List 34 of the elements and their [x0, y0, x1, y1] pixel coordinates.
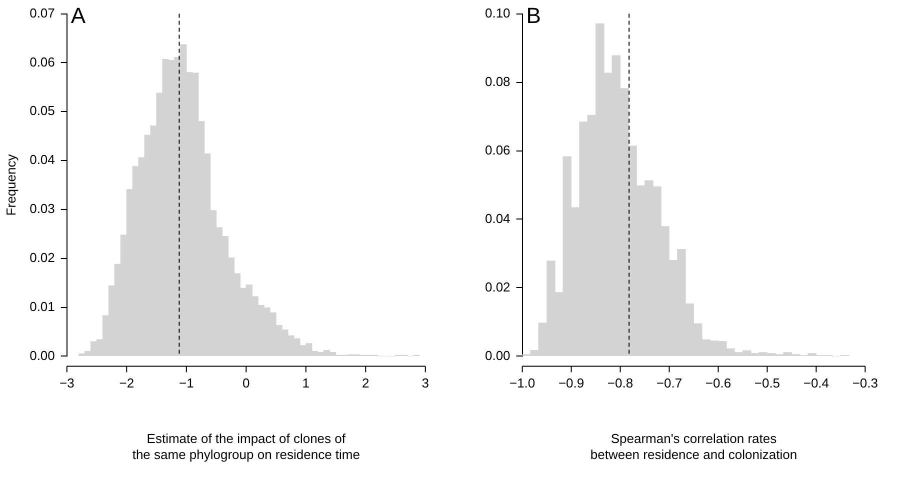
x-tick-label: −0.7: [656, 376, 682, 391]
chart-title: A: [70, 2, 86, 28]
x-tick-label: −1: [178, 376, 194, 391]
y-tick-label: 0.06: [484, 142, 510, 158]
x-tick-label: −0.5: [754, 376, 780, 391]
y-tick-label: 0.04: [484, 210, 510, 226]
x-tick-label: 2: [362, 376, 370, 391]
y-axis-title: Frequency: [3, 154, 18, 216]
y-tick-label: 0.00: [30, 348, 55, 363]
x-tick-label: −0.6: [705, 376, 732, 391]
y-tick-label: 0.07: [30, 5, 55, 20]
x-tick-label: −3: [59, 376, 74, 391]
x-tick-label: −0.4: [803, 376, 830, 391]
y-tick-label: 0.06: [30, 54, 55, 70]
y-tick-label: 0.00: [484, 348, 510, 363]
x-tick-label: −1.0: [509, 376, 536, 391]
chart-title: B: [526, 2, 541, 28]
x-tick-label: −0.9: [558, 376, 584, 391]
y-tick-label: 0.04: [30, 152, 55, 168]
y-tick-label: 0.02: [30, 250, 55, 265]
x-tick-label: −2: [119, 376, 134, 391]
x-tick-label: 0: [242, 376, 250, 391]
x-tick-label: 3: [422, 376, 429, 391]
y-tick-label: 0.02: [484, 279, 510, 294]
y-tick-label: 0.10: [484, 5, 510, 20]
y-tick-label: 0.03: [30, 201, 55, 216]
x-axis-title: Spearman's correlation rates between residence and colonization: [590, 431, 798, 462]
x-tick-label: −0.8: [607, 376, 634, 391]
x-axis-title: Estimate of the impact of clones of the same phylogroup on residence time: [132, 431, 360, 462]
y-tick-label: 0.01: [30, 298, 55, 314]
y-tick-label: 0.08: [484, 74, 510, 89]
x-tick-label: 1: [302, 376, 310, 391]
x-tick-label: −0.3: [852, 376, 878, 391]
y-tick-label: 0.05: [30, 103, 55, 118]
